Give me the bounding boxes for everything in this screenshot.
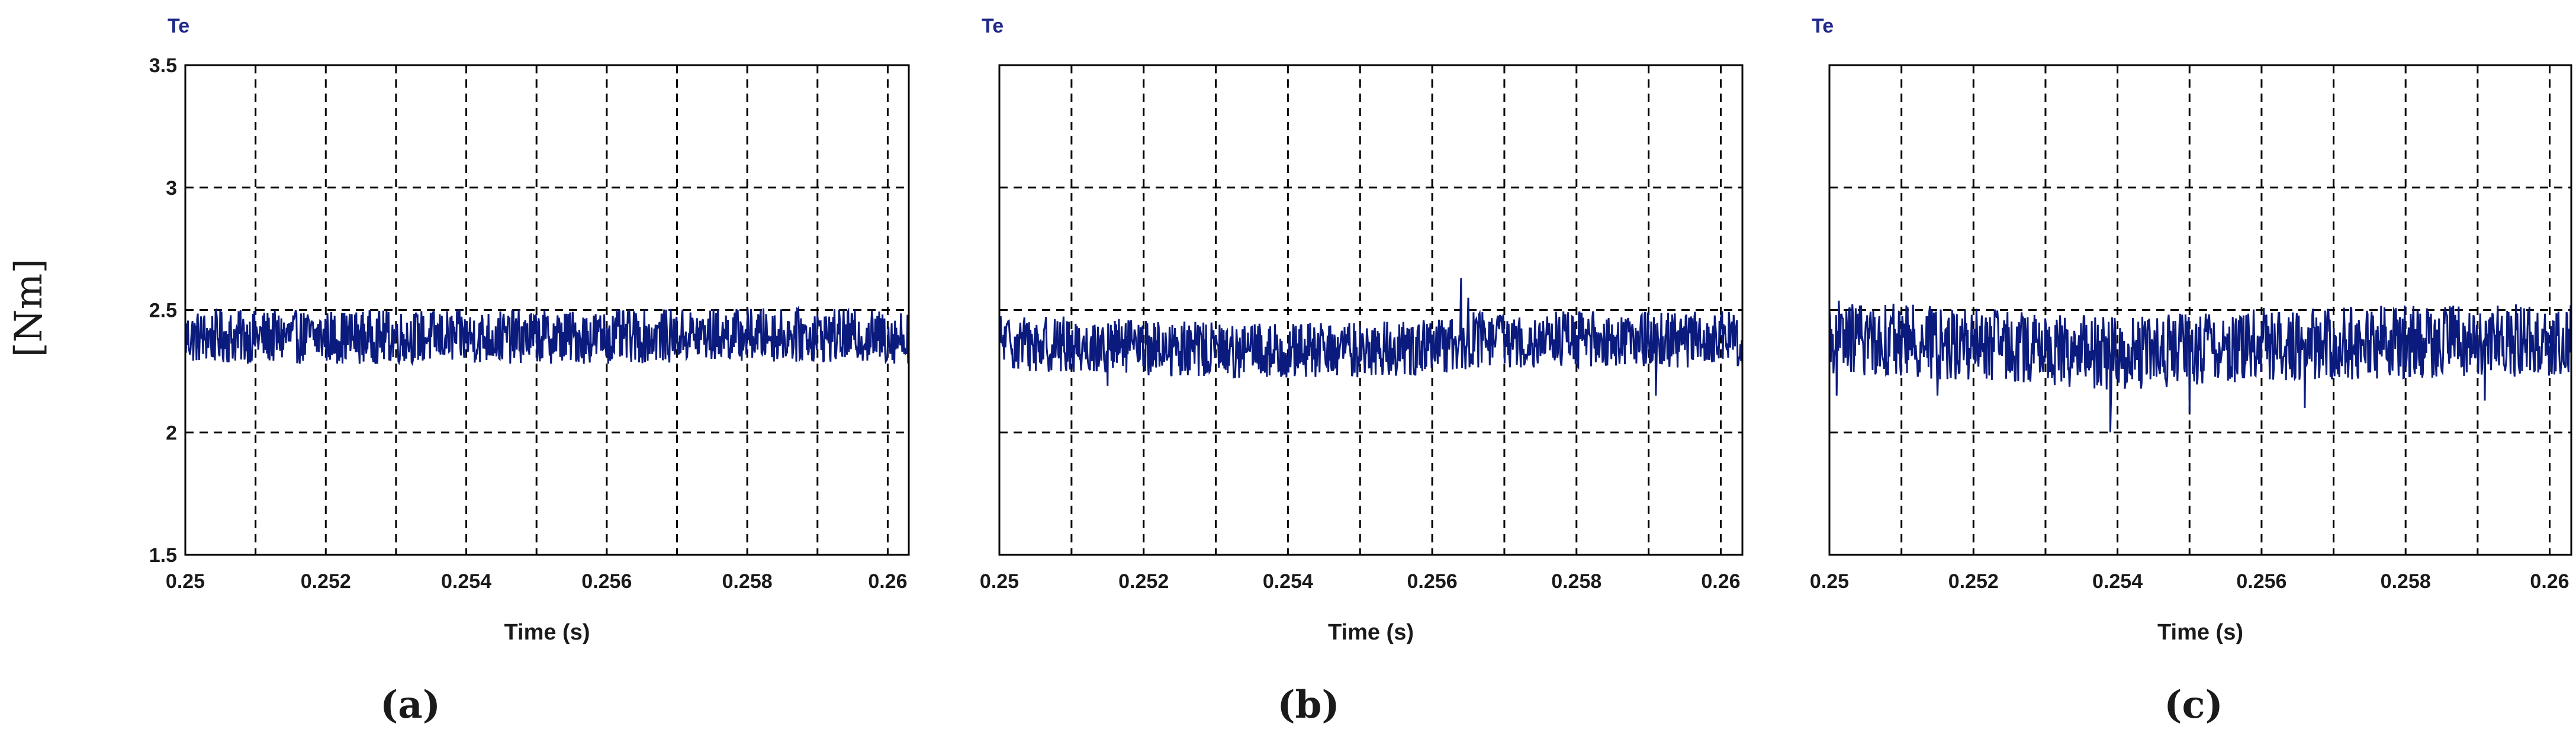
x-tick-label: 0.25 <box>980 570 1019 593</box>
y-tick-label: 2 <box>166 422 177 444</box>
x-tick-label: 0.252 <box>1948 570 1999 593</box>
plot-frame <box>1828 64 2572 556</box>
chart-panel-2: Te 0.25 0.252 0.254 0.256 0.258 0.26 Time (s) (b… <box>980 15 1744 727</box>
y-tick-label: 2.5 <box>149 300 177 322</box>
panel-caption: (b) <box>1277 683 1339 727</box>
signal-label: Te <box>1812 15 1834 37</box>
panels: Te 0.25 0.252 0.254 0.256 0.258 0.26 1.5 2 2.5 3 3.… <box>149 15 2572 727</box>
x-tick-label: 0.258 <box>1551 570 1601 593</box>
signal-trace <box>998 278 1744 396</box>
plot-frame <box>184 64 910 556</box>
x-tick-label: 0.256 <box>1407 570 1458 593</box>
x-tick-label: 0.26 <box>868 570 907 593</box>
chart-panel-1: Te 0.25 0.252 0.254 0.256 0.258 0.26 1.5 2 2.5 3 3.… <box>149 15 910 727</box>
y-tick-label: 1.5 <box>149 544 177 567</box>
x-tick-label: 0.256 <box>2236 570 2286 593</box>
x-tick-label: 0.254 <box>1263 570 1313 593</box>
signal-label: Te <box>168 15 189 37</box>
x-tick-label: 0.252 <box>301 570 351 593</box>
x-tick-label: 0.254 <box>2092 570 2143 593</box>
x-axis-label: Time (s) <box>504 620 590 645</box>
x-tick-label: 0.26 <box>2530 570 2569 593</box>
y-tick-label: 3.5 <box>149 54 177 77</box>
chart-panel-3: Te 0.25 0.252 0.254 0.256 0.258 0.26 Time (s) (c… <box>1810 15 2572 727</box>
x-tick-label: 0.25 <box>1810 570 1849 593</box>
panel-caption: (c) <box>2164 683 2223 727</box>
signal-trace <box>1828 300 2572 433</box>
x-tick-label: 0.25 <box>166 570 205 593</box>
y-axis-label: [Nm] <box>7 259 51 358</box>
x-tick-label: 0.258 <box>2381 570 2431 593</box>
x-axis-label: Time (s) <box>1328 620 1414 645</box>
x-tick-label: 0.26 <box>1701 570 1740 593</box>
plot-frame <box>998 64 1744 556</box>
x-tick-label: 0.256 <box>581 570 632 593</box>
signal-trace <box>184 305 910 367</box>
y-tick-label: 3 <box>166 177 177 200</box>
panel-caption: (a) <box>380 683 440 727</box>
x-tick-label: 0.258 <box>722 570 773 593</box>
signal-label: Te <box>982 15 1004 37</box>
x-axis-label: Time (s) <box>2157 620 2243 645</box>
x-tick-label: 0.252 <box>1118 570 1169 593</box>
x-tick-label: 0.254 <box>441 570 491 593</box>
